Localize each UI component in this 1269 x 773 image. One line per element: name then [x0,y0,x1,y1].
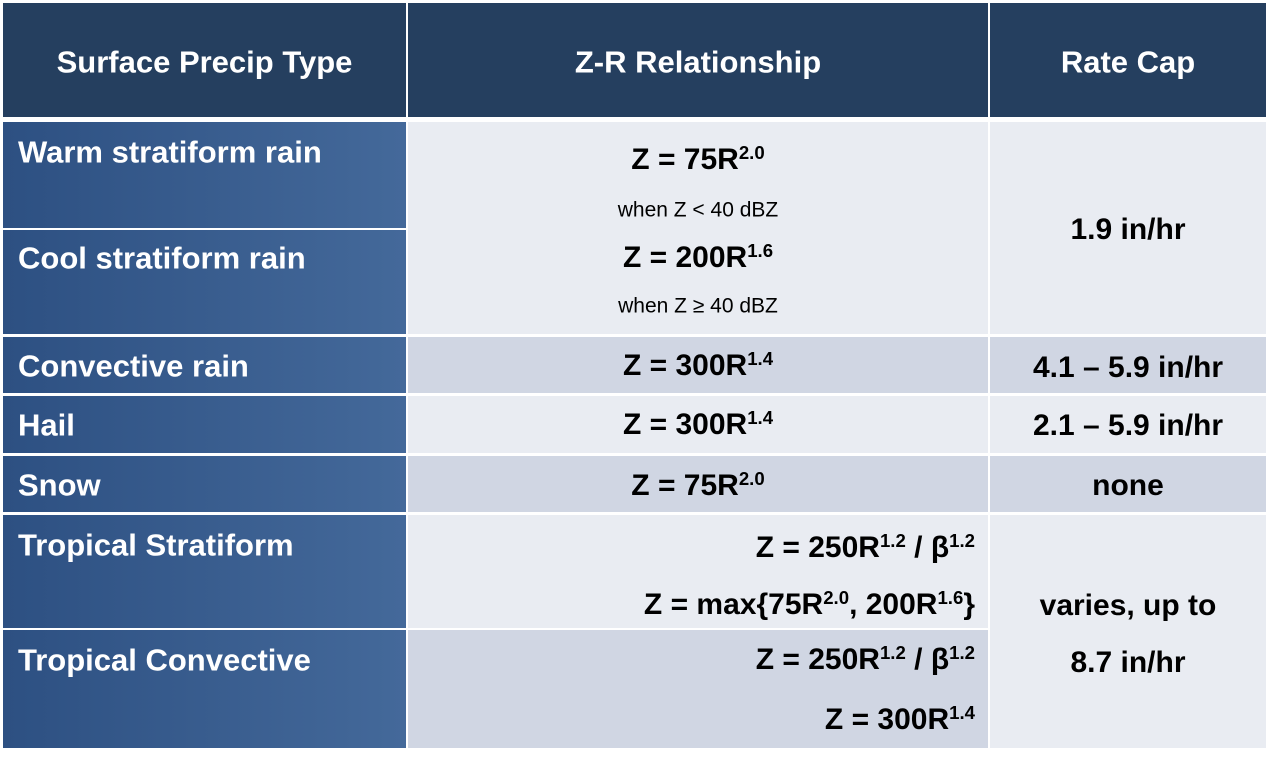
rate-cell [990,456,1266,512]
formula-text: } [963,588,975,621]
exponent: 1.6 [747,239,774,261]
header-cell: Z-R Relationship [574,44,822,80]
header-cell: Rate Cap [1060,44,1196,80]
rate-cell [990,122,1266,334]
header-divider [406,3,408,117]
zr-cell [408,122,988,334]
zr-formula: Z = max{75R2.0, 200R1.6} [643,586,975,621]
type-cell [3,337,406,393]
zr-formula: Z = 300R1.4 [408,347,988,382]
rate-cap: 4.1 – 5.9 in/hr [1032,351,1224,384]
zr-formula: Z = 300R1.4 [408,406,988,441]
formula-text: Z = 200R [622,241,748,274]
exponent: 1.2 [879,529,906,551]
formula-text: / β [905,643,950,676]
exponent: 1.4 [747,406,774,428]
type-cell [3,396,406,453]
formula-text: Z = max{75R [643,588,824,621]
precip-type: Tropical Stratiform [18,527,294,563]
header-divider [988,3,990,117]
precip-type: Hail [18,407,75,443]
formula-text: Z = 300R [622,408,748,441]
zr-cell [408,515,988,628]
precip-type: Snow [18,467,101,503]
formula-text: Z = 75R [631,469,739,502]
zr-note: when Z ≥ 40 dBZ [618,294,778,318]
precip-type: Tropical Convective [18,642,311,678]
exponent: 1.2 [949,641,975,663]
rate-cap: 2.1 – 5.9 in/hr [1032,409,1224,442]
zr-formula: Z = 75R2.0 [408,141,988,176]
precip-type: Convective rain [18,348,249,384]
type-cell [3,230,406,334]
zr-note: when Z < 40 dBZ [617,198,779,222]
type-cell [3,515,406,628]
exponent: 1.6 [937,586,964,608]
rate-cap: varies, up to [1039,589,1217,622]
header-cell: Surface Precip Type [56,44,353,80]
exponent: 1.4 [747,347,774,369]
formula-text: Z = 75R [631,143,739,176]
exponent: 2.0 [738,141,765,163]
type-cell [3,630,406,748]
type-cell [3,122,406,228]
rate-cell [990,396,1266,453]
exponent: 1.4 [949,701,975,723]
exponent: 1.2 [879,641,906,663]
rate-cap: 1.9 in/hr [1070,213,1186,246]
zr-formula: Z = 250R1.2 / β1.2 [755,641,975,676]
type-cell [3,456,406,512]
formula-text: Z = 300R [622,349,748,382]
rate-cell [990,515,1266,748]
exponent: 2.0 [823,586,850,608]
zr-formula: Z = 300R1.4 [824,701,975,736]
formula-text: Z = 250R [755,643,880,676]
exponent: 2.0 [738,467,765,489]
zr-formula: Z = 250R1.2 / β1.2 [755,529,975,564]
zr-cell [408,337,988,393]
zr-formula: Z = 75R2.0 [408,467,988,502]
zr-formula: Z = 200R1.6 [408,239,988,274]
rate-cell [990,337,1266,393]
formula-text: Z = 250R [755,531,880,564]
zr-cell [408,396,988,453]
header-divider [1266,3,1268,117]
formula-text: , 200R [849,588,938,621]
precip-type: Cool stratiform rain [18,240,306,276]
formula-text: / β [905,531,950,564]
zr-cell [408,456,988,512]
zr-cell [408,630,988,748]
rate-cap: none [1092,469,1164,502]
precip-type: Warm stratiform rain [18,134,322,170]
header-row [3,3,1266,117]
exponent: 1.2 [949,529,975,551]
rate-cap: 8.7 in/hr [1070,646,1186,679]
formula-text: Z = 300R [824,703,950,736]
